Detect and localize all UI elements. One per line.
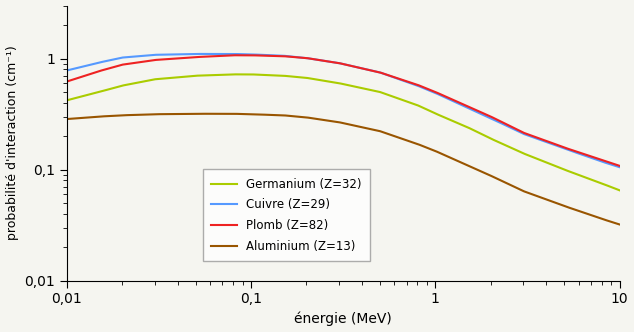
Cuivre (Z=29) xyxy=(399,79,407,83)
Plomb (Z=82) xyxy=(540,138,547,142)
Cuivre (Z=29) xyxy=(97,60,105,64)
Aluminium (Z=13) xyxy=(616,222,623,226)
Aluminium (Z=13) xyxy=(97,115,105,119)
Germanium (Z=32) xyxy=(385,93,392,97)
Cuivre (Z=29) xyxy=(540,139,547,143)
Germanium (Z=32) xyxy=(399,98,407,102)
Cuivre (Z=29) xyxy=(63,68,70,72)
Line: Plomb (Z=82): Plomb (Z=82) xyxy=(67,55,619,166)
Germanium (Z=32) xyxy=(230,72,237,76)
Plomb (Z=82) xyxy=(416,84,424,88)
Plomb (Z=82) xyxy=(97,69,105,73)
Germanium (Z=32) xyxy=(540,159,547,163)
Plomb (Z=82) xyxy=(63,80,70,84)
Y-axis label: probabilité d'interaction (cm⁻¹): probabilité d'interaction (cm⁻¹) xyxy=(6,46,18,240)
Line: Cuivre (Z=29): Cuivre (Z=29) xyxy=(67,54,619,167)
Germanium (Z=32) xyxy=(616,188,623,192)
Aluminium (Z=13) xyxy=(192,112,200,116)
Aluminium (Z=13) xyxy=(63,117,70,121)
Plomb (Z=82) xyxy=(230,53,237,57)
Line: Germanium (Z=32): Germanium (Z=32) xyxy=(67,74,619,190)
Aluminium (Z=13) xyxy=(540,197,547,201)
Cuivre (Z=29) xyxy=(385,73,392,77)
Germanium (Z=32) xyxy=(416,104,424,108)
X-axis label: énergie (MeV): énergie (MeV) xyxy=(294,312,392,326)
Aluminium (Z=13) xyxy=(483,172,491,176)
Germanium (Z=32) xyxy=(63,98,70,102)
Plomb (Z=82) xyxy=(399,78,407,82)
Cuivre (Z=29) xyxy=(192,52,200,56)
Legend: Germanium (Z=32), Cuivre (Z=29), Plomb (Z=82), Aluminium (Z=13): Germanium (Z=32), Cuivre (Z=29), Plomb (… xyxy=(202,169,370,261)
Plomb (Z=82) xyxy=(385,73,392,77)
Plomb (Z=82) xyxy=(616,164,623,168)
Aluminium (Z=13) xyxy=(399,137,407,141)
Line: Aluminium (Z=13): Aluminium (Z=13) xyxy=(67,114,619,224)
Germanium (Z=32) xyxy=(97,90,105,94)
Aluminium (Z=13) xyxy=(385,132,392,136)
Cuivre (Z=29) xyxy=(416,85,424,89)
Cuivre (Z=29) xyxy=(483,115,491,119)
Cuivre (Z=29) xyxy=(616,165,623,169)
Germanium (Z=32) xyxy=(483,135,491,139)
Aluminium (Z=13) xyxy=(416,143,424,147)
Plomb (Z=82) xyxy=(483,113,491,117)
